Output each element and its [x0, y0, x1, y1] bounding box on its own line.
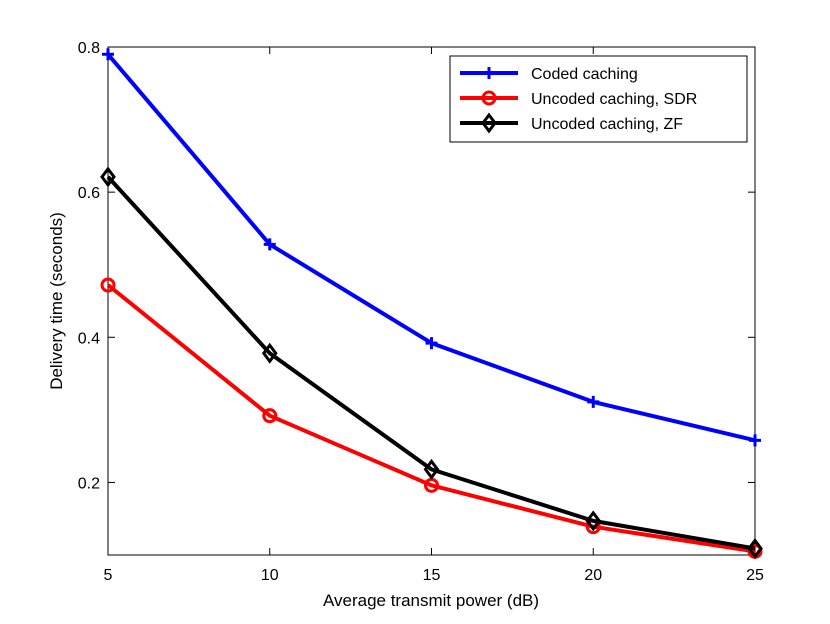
x-tick-label: 5 [104, 567, 113, 584]
series-line [106, 283, 756, 554]
data-point-marker [263, 238, 276, 251]
data-point-marker [747, 537, 763, 559]
legend-marker [481, 90, 497, 106]
data-point-marker [585, 510, 602, 532]
y-tick-label: 0.8 [78, 40, 100, 57]
x-tick-label: 25 [746, 567, 764, 584]
y-axis-label: Delivery time (seconds) [47, 212, 66, 390]
x-tick-label: 20 [584, 567, 602, 584]
data-point-marker [261, 342, 278, 364]
legend-label: Uncoded caching, ZF [531, 116, 683, 133]
data-point-marker [100, 277, 116, 293]
legend-label: Uncoded caching, SDR [531, 91, 697, 108]
y-tick-label: 0.4 [78, 330, 100, 347]
y-tick-label: 0.2 [78, 475, 100, 492]
x-tick-label: 15 [423, 567, 441, 584]
data-point-marker [100, 166, 116, 188]
legend-marker [481, 112, 497, 134]
x-axis-label: Average transmit power (dB) [323, 591, 539, 610]
data-point-marker [749, 434, 761, 447]
legend-marker [483, 67, 495, 79]
data-point-marker [423, 458, 440, 480]
series-line [106, 175, 756, 551]
data-point-marker [587, 395, 600, 408]
x-tick-label: 10 [261, 567, 279, 584]
y-tick-label: 0.6 [78, 185, 100, 202]
legend-label: Coded caching [531, 66, 638, 83]
data-point-marker [102, 48, 114, 61]
data-point-marker [425, 337, 438, 350]
legend: Coded caching Uncoded caching, SDR Uncoded… [449, 55, 748, 143]
data-point-marker [262, 408, 278, 424]
